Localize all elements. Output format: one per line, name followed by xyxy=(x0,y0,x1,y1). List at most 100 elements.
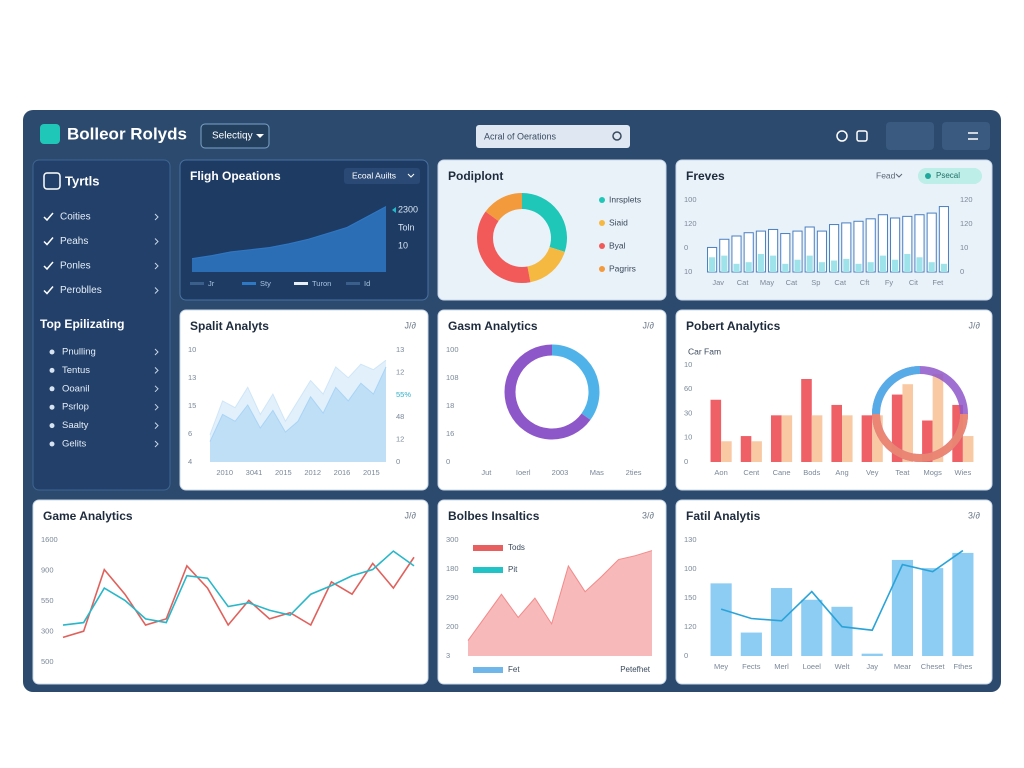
y-tick-label: 12 xyxy=(396,435,404,444)
panel-title: Fligh Opeations xyxy=(190,169,281,183)
panel-title: Fatil Analytis xyxy=(686,509,761,523)
nav-item[interactable]: Gelits xyxy=(62,439,87,450)
line xyxy=(209,366,387,442)
line xyxy=(720,549,964,632)
dropdown-caret xyxy=(895,173,903,178)
bar xyxy=(801,379,812,462)
legend-label: Byal xyxy=(609,240,626,250)
x-tick-label: Cheset xyxy=(921,662,946,671)
y-tick-label: 100 xyxy=(684,195,697,204)
bar xyxy=(751,441,762,462)
search-text[interactable]: Acral of Oerations xyxy=(484,131,557,141)
dropdown-text[interactable]: Ecoal Auilts xyxy=(352,170,396,180)
x-tick-label: Cft xyxy=(860,278,871,287)
nav-item[interactable]: Saalty xyxy=(62,420,89,431)
chevron xyxy=(154,422,159,429)
bar xyxy=(831,404,842,462)
x-tick-label: Aon xyxy=(714,468,727,477)
donut-segment xyxy=(521,193,567,252)
nav-dot xyxy=(49,367,55,373)
y-tick-label: 0 xyxy=(396,457,400,466)
nav-item[interactable]: Ponles xyxy=(60,261,91,272)
chevron xyxy=(154,238,159,245)
line xyxy=(191,206,387,260)
header-icon[interactable] xyxy=(836,130,848,142)
pill[interactable] xyxy=(918,168,982,184)
line xyxy=(467,550,653,641)
y-tick-label: 120 xyxy=(684,219,697,228)
x-tick-label: 2015 xyxy=(275,468,292,477)
line xyxy=(62,556,415,639)
x-tick-label: Fthes xyxy=(954,662,973,671)
x-tick-label: 3041 xyxy=(246,468,263,477)
ring-decoration xyxy=(872,366,921,415)
panel-icon[interactable]: J/∂ xyxy=(969,320,981,330)
x-tick-label: Jav xyxy=(712,278,724,287)
x-tick-label: Mas xyxy=(590,468,604,477)
x-tick-label: 2ties xyxy=(626,468,642,477)
bar xyxy=(710,583,732,656)
line xyxy=(62,550,415,626)
legend-label: Sty xyxy=(260,279,271,288)
side-label: Toln xyxy=(398,222,415,232)
header-icon[interactable] xyxy=(856,130,868,142)
legend-label: Siaid xyxy=(609,217,628,227)
search-box[interactable] xyxy=(476,125,630,148)
bar xyxy=(928,262,935,272)
nav-item[interactable]: Peahs xyxy=(60,236,88,247)
bar xyxy=(842,415,853,462)
y-tick-label: 13 xyxy=(396,345,404,354)
selector-box[interactable] xyxy=(200,123,270,149)
donut-segment xyxy=(504,344,591,440)
bar xyxy=(922,420,933,462)
y-tick-label: 0 xyxy=(684,457,688,466)
bar xyxy=(831,260,838,272)
bar xyxy=(806,255,813,272)
y-tick-label: 120 xyxy=(960,219,973,228)
panel-icon[interactable]: 3/∂ xyxy=(642,510,655,520)
bar xyxy=(782,263,789,272)
bar xyxy=(962,436,974,462)
x-tick-label: Bods xyxy=(803,468,820,477)
nav-item[interactable]: Coities xyxy=(60,212,91,223)
panel-title: Game Analytics xyxy=(43,509,133,523)
nav-item[interactable]: Pnulling xyxy=(62,347,96,358)
legend-swatch xyxy=(473,567,503,573)
bar xyxy=(740,436,752,462)
y-tick-label: 300 xyxy=(41,626,54,635)
legend-label: Pit xyxy=(508,565,518,574)
dropdown-text[interactable]: Fead xyxy=(876,170,896,180)
ring-decoration xyxy=(872,413,968,462)
bar xyxy=(861,415,873,462)
x-tick-label: Teat xyxy=(895,468,910,477)
nav-item[interactable]: Ooanil xyxy=(62,383,89,394)
panel-icon[interactable]: J/∂ xyxy=(405,510,417,520)
panel-title: Podiplont xyxy=(448,169,503,183)
bar xyxy=(843,258,850,272)
bar xyxy=(709,257,716,272)
legend-label: Pagrirs xyxy=(609,263,636,273)
nav-item[interactable]: Psrlop xyxy=(62,402,89,413)
panel-icon[interactable]: 3/∂ xyxy=(968,510,981,520)
search-icon xyxy=(612,131,622,141)
dropdown[interactable] xyxy=(344,168,420,184)
bar xyxy=(721,255,728,272)
x-tick-label: Fects xyxy=(742,662,761,671)
y-tick-label: 900 xyxy=(41,565,54,574)
y-tick-label: 12 xyxy=(396,367,404,376)
panel-icon[interactable]: J/∂ xyxy=(643,320,655,330)
panel xyxy=(437,309,667,491)
y-tick-label: 60 xyxy=(684,384,692,393)
selector[interactable]: Selectiqy xyxy=(212,131,253,142)
nav-item[interactable]: Tentus xyxy=(62,365,90,376)
nav-item[interactable]: Peroblles xyxy=(60,285,102,296)
y-tick-label: 120 xyxy=(684,622,697,631)
bar xyxy=(745,262,752,272)
x-tick-label: 2012 xyxy=(304,468,321,477)
bar xyxy=(740,632,762,656)
nav-dot xyxy=(49,349,55,355)
panel-icon[interactable]: J/∂ xyxy=(405,320,417,330)
x-tick-label: Ang xyxy=(835,468,848,477)
pill-text[interactable]: Psecal xyxy=(936,171,960,180)
bar xyxy=(770,255,777,272)
